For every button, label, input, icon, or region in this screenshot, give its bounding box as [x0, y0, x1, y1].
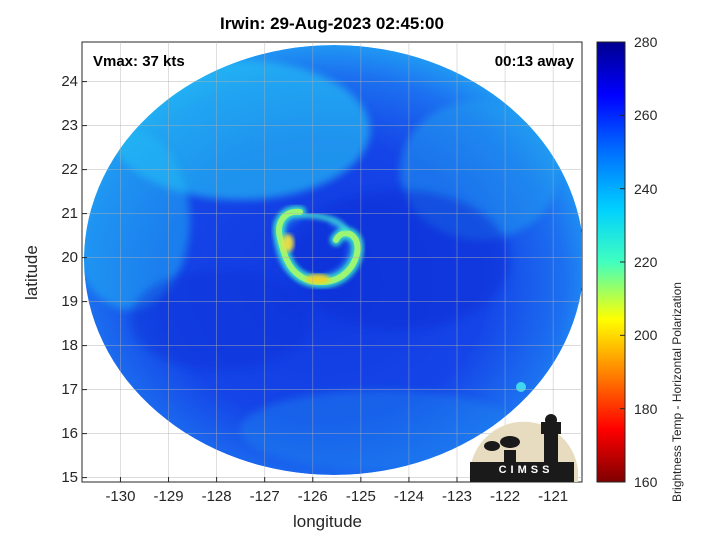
storm-rainband: [273, 205, 364, 288]
y-tick-label: 15: [61, 468, 78, 486]
chart-title: Irwin: 29-Aug-2023 02:45:00: [220, 14, 444, 33]
y-tick-label: 24: [61, 72, 78, 90]
x-tick-label: -127: [249, 488, 280, 505]
colorbar-ticks: [620, 41, 625, 483]
small-warm-spot: [516, 382, 526, 392]
x-tick-label: -123: [441, 488, 473, 505]
y-tick-label: 17: [61, 380, 78, 398]
y-tick-label: 22: [61, 160, 78, 178]
colorbar-tick-label: 180: [634, 400, 658, 417]
x-tick-label: -122: [490, 488, 521, 505]
x-axis-label: longitude: [293, 512, 363, 531]
time-away-label: 00:13 away: [494, 53, 574, 70]
colorbar-tick-label: 280: [634, 34, 658, 50]
y-tick-label: 18: [61, 336, 78, 354]
y-tick-label: 20: [61, 248, 78, 266]
y-tick-label: 16: [61, 424, 78, 442]
x-tick-label: -126: [297, 488, 328, 505]
y-axis-label: latitude: [22, 245, 41, 300]
vmax-label: Vmax: 37 kts: [93, 53, 185, 70]
colorbar-tick-label: 160: [634, 474, 658, 490]
x-tick-label: -124: [393, 488, 424, 505]
grid-lines: [82, 42, 582, 482]
x-tick-label: -130: [105, 488, 136, 505]
colorbar-tick-label: 220: [634, 254, 658, 270]
microwave-swath: [84, 45, 582, 475]
axis-ticks: [82, 81, 554, 482]
colorbar-tick-label: 240: [634, 180, 658, 197]
y-tick-label: 21: [61, 204, 78, 222]
colorbar-tick-label: 260: [634, 107, 658, 124]
colorbar-tick-label: 200: [634, 327, 658, 344]
x-tick-label: -128: [201, 488, 232, 505]
x-tick-label: -121: [538, 488, 569, 505]
colorbar-label: Brightness Temp - Horizontal Polarizatio…: [670, 282, 684, 502]
x-tick-label: -129: [153, 488, 184, 505]
x-tick-label: -125: [345, 488, 376, 505]
logo-text: CIMSS: [498, 464, 554, 476]
cimss-logo: [469, 414, 578, 482]
y-tick-label: 23: [61, 116, 78, 134]
y-tick-label: 19: [61, 292, 78, 310]
